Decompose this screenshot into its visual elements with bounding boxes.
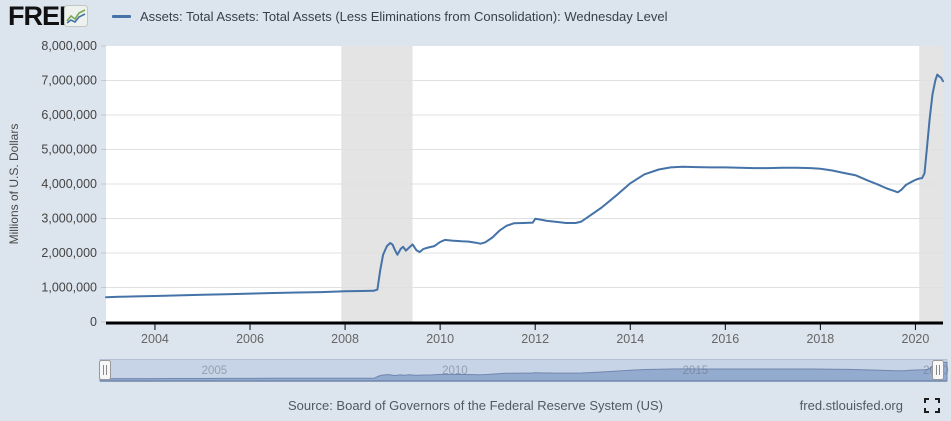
x-tick-label: 2016: [711, 332, 739, 346]
site-link[interactable]: fred.stlouisfed.org: [799, 398, 903, 413]
legend-item[interactable]: Assets: Total Assets: Total Assets (Less…: [112, 9, 667, 24]
x-tick-label: 2014: [616, 332, 644, 346]
y-axis-title: Millions of U.S. Dollars: [7, 123, 21, 245]
navigator-year-label: 2015: [683, 365, 709, 377]
navigator-handle-left[interactable]: [99, 360, 111, 380]
x-tick-label: 2012: [521, 332, 549, 346]
y-tick-label: 7,000,000: [41, 74, 97, 88]
y-tick-label: 8,000,000: [41, 39, 97, 53]
header: FRED® Assets: Total Assets: Total Assets…: [0, 0, 951, 34]
navigator-handle-right[interactable]: [932, 360, 944, 380]
navigator-year-label: 2005: [202, 365, 228, 377]
y-tick-label: 3,000,000: [41, 212, 97, 226]
x-axis: [106, 321, 943, 325]
chart-canvas: 0 1,000,000 2,000,000 3,000,000 4,000,000 5,0…: [41, 39, 949, 382]
navigator-series: [99, 361, 948, 381]
legend-label: Assets: Total Assets: Total Assets (Less…: [140, 9, 668, 24]
legend-line-marker: [112, 15, 131, 18]
series-line[interactable]: [105, 73, 944, 299]
fullscreen-button[interactable]: [924, 398, 940, 413]
x-tick-label: 2010: [426, 332, 454, 346]
sparkline-icon: [64, 5, 88, 27]
x-tick-label: 2008: [331, 332, 359, 346]
x-tick-label: 2006: [236, 332, 264, 346]
y-tick-label: 4,000,000: [41, 177, 97, 191]
footer: Source: Board of Governors of the Federa…: [0, 396, 951, 418]
x-tick-label: 2018: [806, 332, 834, 346]
navigator-year-label: 2010: [442, 365, 468, 377]
y-tick-label: 6,000,000: [41, 108, 97, 122]
y-tick-label: 5,000,000: [41, 143, 97, 157]
source-note: Source: Board of Governors of the Federa…: [288, 398, 663, 413]
y-tick-label: 2,000,000: [41, 246, 97, 260]
x-tick-label: 2020: [902, 332, 930, 346]
x-tick-label: 2004: [141, 332, 169, 346]
y-tick-label: 0: [90, 315, 97, 329]
y-tick-label: 1,000,000: [41, 281, 97, 295]
